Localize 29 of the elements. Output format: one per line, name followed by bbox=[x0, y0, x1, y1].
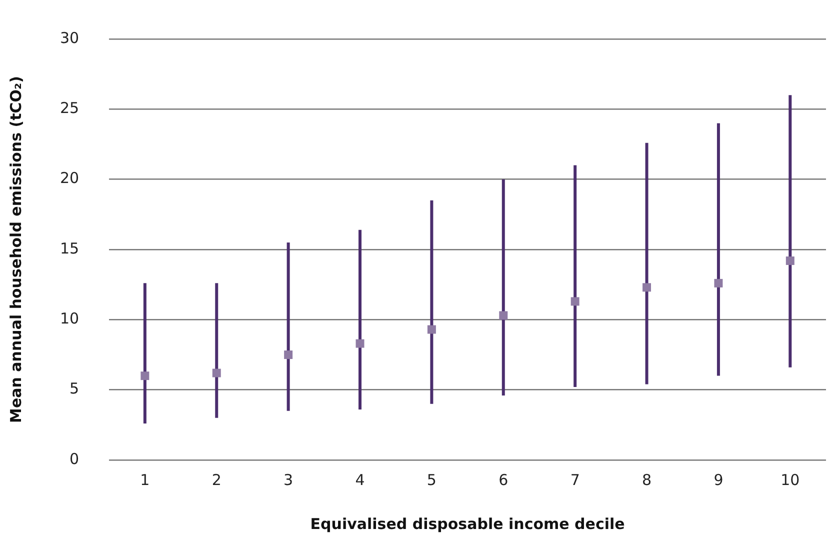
point bbox=[140, 372, 150, 380]
x-tick-label: 4 bbox=[355, 470, 365, 489]
y-tick-label: 30 bbox=[60, 28, 80, 47]
y-tick-label: 25 bbox=[60, 99, 80, 118]
x-axis-title: Equivalised disposable income decile bbox=[310, 514, 625, 533]
y-tick-label: 0 bbox=[70, 450, 80, 468]
x-tick-label: 2 bbox=[212, 470, 222, 489]
point bbox=[212, 368, 221, 378]
y-tick-label: 10 bbox=[60, 310, 80, 328]
x-tick-label: 5 bbox=[426, 470, 436, 489]
x-tick-label: 8 bbox=[642, 470, 652, 489]
x-tick-label: 10 bbox=[780, 470, 800, 489]
y-axis-title: Mean annual household emissions (tCO₂) bbox=[6, 76, 25, 423]
point bbox=[427, 325, 436, 334]
x-tick-label: 3 bbox=[284, 470, 294, 489]
point bbox=[714, 278, 723, 288]
point bbox=[284, 350, 293, 359]
y-tick-label: 20 bbox=[60, 169, 80, 188]
y-tick-label: 5 bbox=[70, 380, 80, 398]
point bbox=[570, 297, 580, 306]
point bbox=[499, 311, 508, 320]
x-tick-label: 9 bbox=[714, 470, 724, 489]
point bbox=[642, 283, 652, 292]
point bbox=[356, 339, 364, 348]
x-tick-label: 1 bbox=[140, 470, 150, 489]
x-tick-label: 7 bbox=[570, 470, 580, 489]
x-tick-label: 6 bbox=[498, 470, 508, 489]
y-tick-label: 15 bbox=[60, 239, 80, 258]
point bbox=[786, 256, 794, 265]
